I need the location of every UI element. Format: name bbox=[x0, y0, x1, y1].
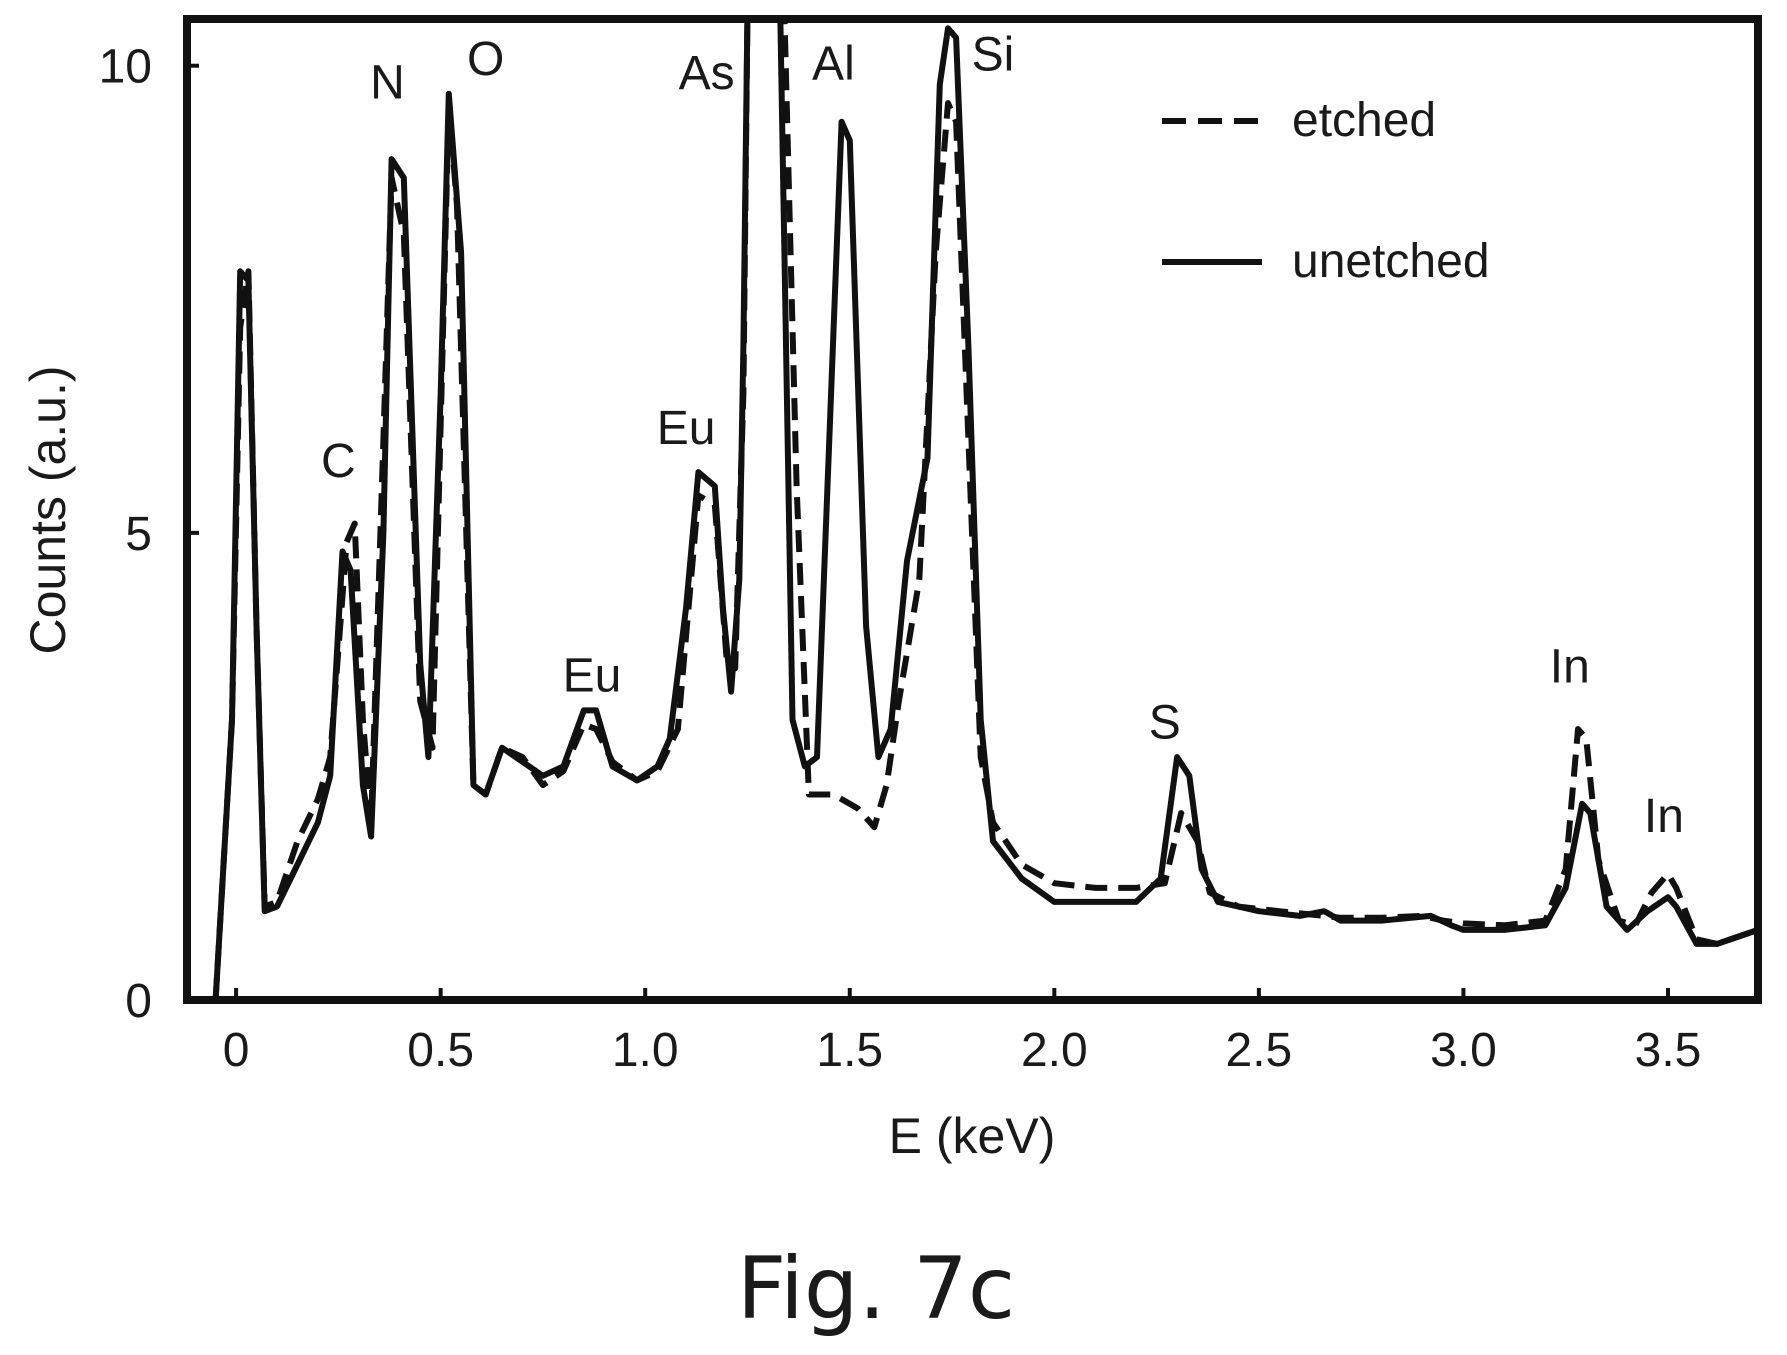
peak-label: Al bbox=[812, 38, 855, 91]
x-axis-label: E (keV) bbox=[889, 1108, 1056, 1164]
figure-caption: Fig. 7c bbox=[737, 1239, 1015, 1339]
peak-label-layer: C N O As Al Si Eu Eu S In In bbox=[321, 28, 1684, 842]
y-tick-label: 5 bbox=[125, 508, 152, 561]
peak-label: In bbox=[1550, 640, 1590, 693]
legend: etched unetched bbox=[1162, 94, 1490, 288]
y-tick-label: 10 bbox=[99, 41, 152, 94]
plot-frame bbox=[183, 15, 1762, 1004]
x-tick-label: 1.0 bbox=[612, 1024, 679, 1077]
peak-label: O bbox=[467, 33, 504, 86]
peak-label: S bbox=[1149, 696, 1181, 749]
x-tick-label: 0.5 bbox=[407, 1024, 474, 1077]
peak-label: C bbox=[321, 435, 356, 488]
tick-layer: 0 0.5 1.0 1.5 2.0 2.5 3.0 3.5 0 5 10 bbox=[99, 41, 1702, 1077]
peak-label: N bbox=[370, 56, 405, 109]
series-line-unetched bbox=[212, 19, 1758, 1000]
y-tick-label: 0 bbox=[125, 975, 152, 1028]
x-tick-label: 0 bbox=[223, 1024, 250, 1077]
x-tick-label: 2.0 bbox=[1021, 1024, 1088, 1077]
x-tick-label: 3.5 bbox=[1635, 1024, 1702, 1077]
peak-label: Eu bbox=[563, 650, 622, 703]
series-layer bbox=[212, 19, 1758, 1000]
x-tick-label: 2.5 bbox=[1226, 1024, 1293, 1077]
peak-label: Eu bbox=[657, 402, 716, 455]
x-tick-label: 3.0 bbox=[1430, 1024, 1497, 1077]
peak-label: Si bbox=[972, 28, 1015, 81]
legend-unetched-label: unetched bbox=[1292, 235, 1490, 288]
peak-label: In bbox=[1644, 790, 1684, 843]
x-tick-label: 1.5 bbox=[816, 1024, 883, 1077]
peak-label: As bbox=[679, 47, 735, 100]
legend-etched-label: etched bbox=[1292, 94, 1436, 147]
y-axis-label: Counts (a.u.) bbox=[20, 365, 76, 654]
